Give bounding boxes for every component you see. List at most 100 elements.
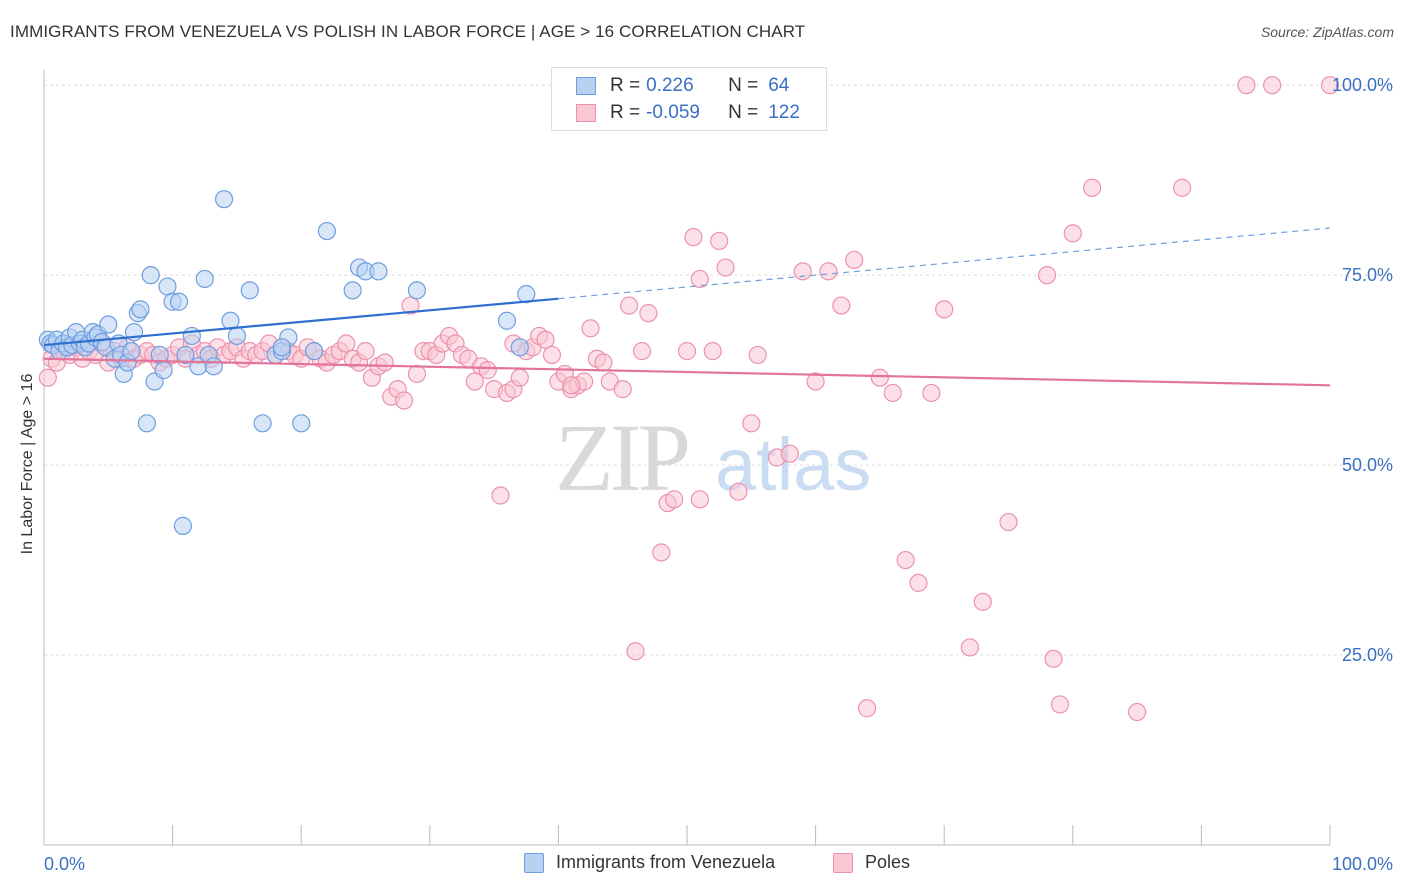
poles-point: [793, 262, 812, 281]
poles-point: [401, 296, 420, 315]
poles-point: [652, 543, 671, 562]
source-label: Source: ZipAtlas.com: [1260, 24, 1394, 40]
bottom-legend-label-poles: Poles: [865, 852, 911, 872]
legend-n-value: 64: [768, 75, 790, 96]
bottom-legend-venezuela: Immigrants from Venezuela: [524, 852, 775, 873]
poles-point: [562, 376, 581, 395]
poles-point: [935, 300, 954, 319]
poles-point: [356, 342, 375, 361]
venezuela-point: [154, 361, 173, 380]
poles-point: [922, 383, 941, 403]
y-tick-label: 100.0%: [1332, 75, 1393, 95]
poles-point: [677, 342, 697, 361]
poles-point: [536, 330, 555, 349]
venezuela-point: [292, 414, 311, 433]
poles-point: [1263, 76, 1282, 95]
legend-swatch-poles: [576, 104, 596, 122]
venezuela-point: [195, 269, 214, 289]
poles-point: [1173, 178, 1192, 197]
trend-lines: [43, 227, 1331, 387]
poles-point: [639, 304, 658, 323]
poles-point: [1044, 649, 1063, 668]
poles-point: [832, 296, 851, 315]
venezuela-point: [240, 281, 259, 300]
venezuela-point: [131, 300, 150, 319]
bottom-legend-swatch-venezuela: [524, 852, 544, 873]
venezuela-trend-extension: [558, 227, 1331, 300]
venezuela-point: [407, 281, 427, 300]
poles-point: [626, 642, 645, 661]
y-tick-label: 25.0%: [1342, 645, 1393, 665]
poles-point: [845, 250, 864, 270]
poles-point: [999, 512, 1018, 532]
poles-point: [716, 258, 735, 277]
poles-trend-line: [43, 357, 1331, 387]
poles-point: [407, 364, 427, 384]
poles-point: [742, 414, 761, 433]
poles-point: [870, 368, 890, 387]
legend-r-value: 0.226: [646, 75, 694, 96]
poles-point: [684, 228, 703, 247]
watermark: ZIP atlas: [555, 404, 871, 511]
legend-n-label: N =: [728, 102, 759, 123]
poles-point: [1063, 224, 1082, 243]
venezuela-trend-line: [43, 297, 559, 347]
venezuela-point: [214, 190, 234, 209]
venezuela-point: [122, 342, 141, 361]
poles-point: [1127, 702, 1147, 722]
venezuela-point: [272, 338, 292, 357]
poles-point: [620, 296, 639, 315]
venezuela-point: [169, 292, 189, 311]
poles-point: [896, 550, 915, 570]
venezuela-point: [158, 277, 177, 296]
poles-point: [1037, 266, 1057, 285]
venezuela-point: [497, 311, 517, 330]
legend-swatch-venezuela: [576, 77, 596, 95]
poles-point: [780, 444, 799, 463]
venezuela-point: [182, 326, 201, 346]
poles-point: [883, 383, 902, 403]
poles-point: [703, 342, 722, 361]
poles-point: [594, 353, 613, 372]
poles-point: [542, 345, 562, 365]
poles-point: [665, 490, 684, 509]
poles-point: [465, 372, 484, 391]
venezuela-point: [343, 281, 362, 300]
y-tick-label: 75.0%: [1342, 265, 1393, 285]
legend-row-venezuela: R = 0.226 N = 64: [576, 73, 789, 99]
poles-point: [690, 269, 709, 289]
venezuela-point: [204, 357, 223, 376]
venezuela-point: [227, 326, 246, 346]
x-tick-label: 100.0%: [1332, 854, 1393, 874]
poles-point: [1082, 178, 1102, 197]
venezuela-point: [99, 315, 118, 334]
venezuela-point: [141, 266, 160, 285]
legend-row-poles: R = -0.059 N = 122: [576, 100, 800, 126]
poles-point: [1237, 76, 1256, 95]
poles-point: [819, 262, 838, 281]
poles-point: [478, 361, 497, 380]
poles-point: [613, 380, 632, 399]
series-poles-points: [38, 76, 1340, 722]
poles-point: [38, 368, 57, 387]
poles-point: [394, 391, 414, 410]
poles-point: [632, 342, 652, 361]
grid-lines: [44, 84, 1390, 656]
venezuela-point: [510, 338, 529, 357]
poles-point: [748, 345, 767, 365]
bottom-legend-swatch-poles: [833, 852, 853, 873]
x-tick-label: 0.0%: [44, 854, 85, 874]
venezuela-point: [369, 262, 388, 281]
poles-point: [960, 638, 980, 657]
venezuela-point: [176, 345, 195, 365]
poles-point: [1320, 76, 1340, 95]
bottom-legend-poles: Poles: [833, 852, 910, 873]
chart-title: IMMIGRANTS FROM VENEZUELA VS POLISH IN L…: [10, 22, 806, 41]
axes: [43, 70, 1331, 846]
poles-point: [375, 353, 394, 372]
poles-point: [510, 368, 529, 387]
series-venezuela-points: [38, 190, 536, 535]
bottom-legend-label-venezuela: Immigrants from Venezuela: [556, 852, 776, 872]
venezuela-point: [173, 516, 192, 535]
